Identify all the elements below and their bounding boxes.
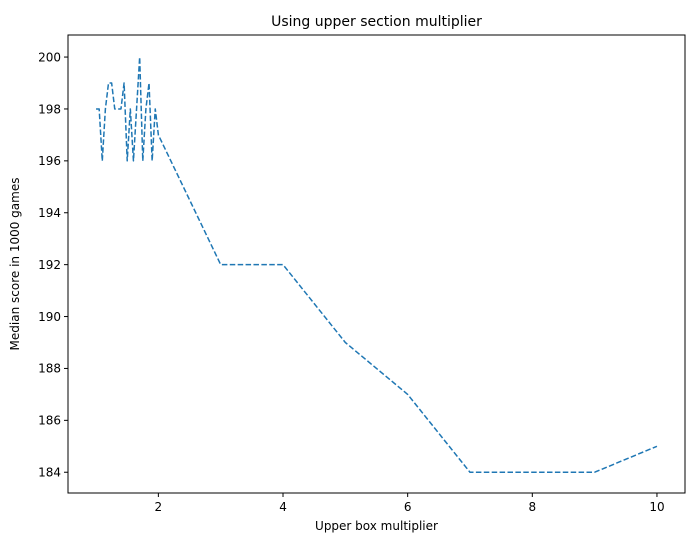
- x-tick-label: 2: [155, 500, 163, 514]
- y-tick-label: 198: [38, 102, 61, 116]
- y-tick-label: 192: [38, 258, 61, 272]
- y-tick-label: 200: [38, 50, 61, 64]
- x-tick-label: 6: [404, 500, 412, 514]
- y-tick-label: 188: [38, 362, 61, 376]
- series-line-0: [96, 56, 658, 473]
- y-tick-label: 184: [38, 466, 61, 480]
- x-tick-label: 10: [649, 500, 664, 514]
- x-tick-label: 4: [279, 500, 287, 514]
- x-tick-label: 8: [528, 500, 536, 514]
- axes-frame: [67, 34, 686, 494]
- plot-area: [96, 56, 658, 473]
- x-axis: 2 4 6 8 10: [155, 493, 665, 514]
- y-tick-label: 186: [38, 414, 61, 428]
- y-tick-label: 194: [38, 206, 61, 220]
- x-axis-label: Upper box multiplier: [315, 519, 438, 533]
- chart-title: Using upper section multiplier: [271, 14, 482, 30]
- y-tick-label: 196: [38, 154, 61, 168]
- y-tick-label: 190: [38, 310, 61, 324]
- y-axis-label: Median score in 1000 games: [8, 178, 22, 351]
- y-axis: 184 186 188 190 192 194 196 198 200: [38, 50, 68, 480]
